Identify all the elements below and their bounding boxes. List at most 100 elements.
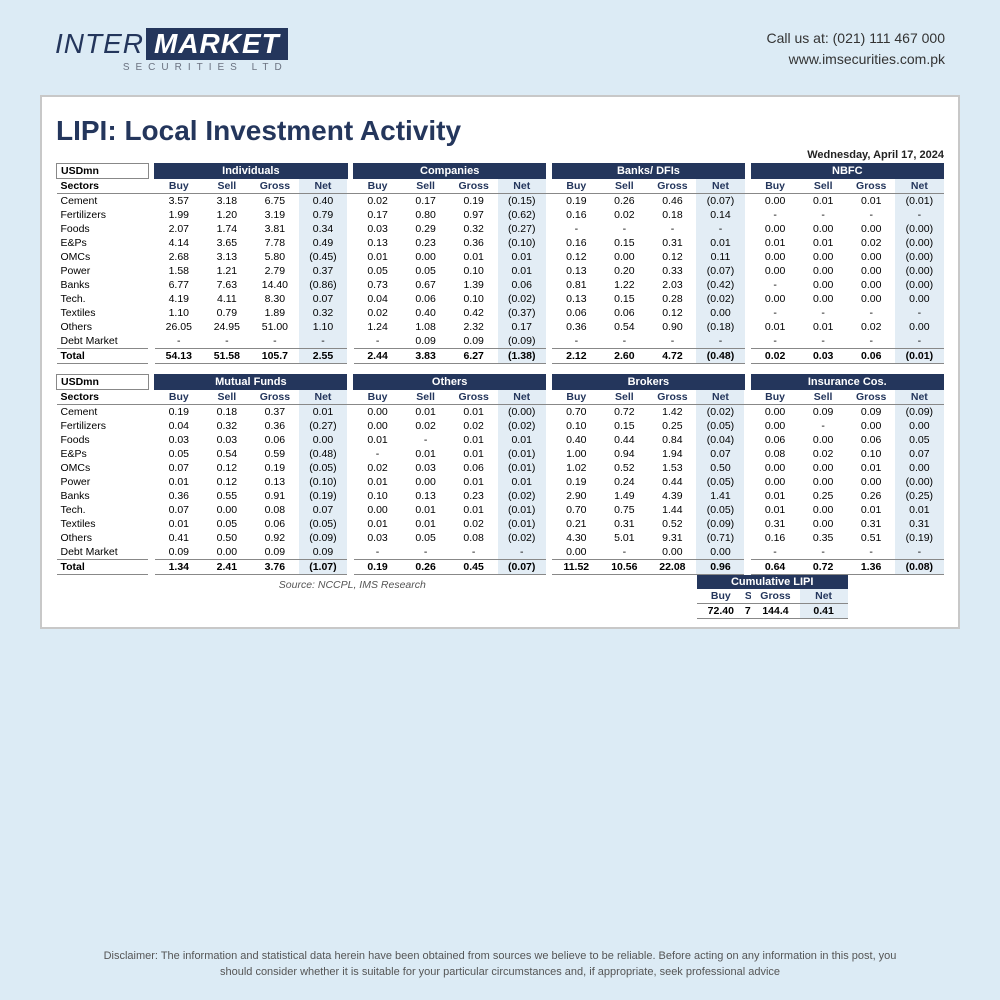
data-cell: - [354, 545, 402, 560]
data-cell: 4.19 [155, 292, 203, 306]
contact-block: Call us at: (021) 111 467 000 www.imsecu… [767, 28, 946, 70]
data-cell: 0.01 [354, 250, 402, 264]
data-cell: (0.02) [696, 405, 744, 420]
unit-label: USDmn [57, 164, 149, 179]
data-cell: 0.07 [299, 503, 347, 517]
data-cell: 0.01 [498, 433, 546, 447]
data-cell: 1.10 [299, 320, 347, 334]
data-cell: 0.00 [847, 292, 895, 306]
data-cell: 1.39 [450, 278, 498, 292]
data-cell: 0.01 [847, 194, 895, 209]
column-header: Gross [450, 179, 498, 194]
data-cell: 0.26 [600, 194, 648, 209]
data-cell: 0.01 [751, 236, 799, 250]
data-cell: 0.21 [552, 517, 600, 531]
sector-name: Cement [57, 405, 149, 420]
company-logo: INTER MARKET SECURITIES LTD [55, 28, 288, 73]
data-cell: 0.01 [354, 517, 402, 531]
data-cell: - [648, 334, 696, 349]
column-header: Sell [799, 390, 847, 405]
sector-name: Foods [57, 222, 149, 236]
cumulative-value: 72.00 [745, 604, 752, 619]
data-cell: 1.58 [155, 264, 203, 278]
cumulative-label: Cumulative LIPI [697, 575, 848, 589]
data-cell: - [751, 545, 799, 560]
data-cell: 0.36 [552, 320, 600, 334]
data-cell: 0.36 [450, 236, 498, 250]
data-cell: 0.00 [847, 278, 895, 292]
column-header: Net [498, 390, 546, 405]
column-header: Sell [402, 390, 450, 405]
data-cell: (0.02) [498, 489, 546, 503]
data-cell: 0.01 [498, 475, 546, 489]
data-cell: 0.07 [299, 292, 347, 306]
data-cell: (0.86) [299, 278, 347, 292]
logo-subtitle: SECURITIES LTD [55, 62, 288, 73]
data-cell: 0.84 [648, 433, 696, 447]
data-cell: 0.35 [799, 531, 847, 545]
sector-name: Power [57, 475, 149, 489]
data-cell: 0.00 [402, 250, 450, 264]
logo-text-inter: INTER [55, 28, 144, 60]
data-cell: - [847, 306, 895, 320]
data-cell: 0.01 [402, 517, 450, 531]
data-cell: 1.89 [251, 306, 299, 320]
data-cell: 4.14 [155, 236, 203, 250]
data-cell: 0.00 [354, 419, 402, 433]
data-cell: - [402, 545, 450, 560]
data-cell: 0.23 [450, 489, 498, 503]
data-cell: 0.79 [203, 306, 251, 320]
data-cell: - [251, 334, 299, 349]
data-cell: 4.39 [648, 489, 696, 503]
total-cell: 2.55 [299, 349, 347, 364]
data-cell: - [895, 208, 943, 222]
data-cell: 0.02 [847, 236, 895, 250]
data-cell: 0.03 [402, 461, 450, 475]
report-date: Wednesday, April 17, 2024 [56, 149, 944, 161]
data-cell: 0.13 [552, 292, 600, 306]
data-cell: - [354, 447, 402, 461]
total-cell: 54.13 [155, 349, 203, 364]
data-cell: 0.00 [799, 503, 847, 517]
column-header: Sell [600, 390, 648, 405]
data-cell: - [895, 306, 943, 320]
data-cell: (0.01) [498, 447, 546, 461]
total-cell: (1.07) [299, 560, 347, 575]
data-cell: (0.00) [895, 222, 943, 236]
data-cell: 0.19 [251, 461, 299, 475]
data-cell: 0.91 [251, 489, 299, 503]
data-cell: - [751, 208, 799, 222]
data-cell: 9.31 [648, 531, 696, 545]
column-header: Net [696, 179, 744, 194]
data-cell: 0.70 [552, 503, 600, 517]
column-header: Buy [552, 179, 600, 194]
data-cell: (0.07) [696, 194, 744, 209]
data-cell: 0.19 [450, 194, 498, 209]
data-cell: - [696, 334, 744, 349]
data-cell: 1.22 [600, 278, 648, 292]
data-cell: - [751, 306, 799, 320]
data-cell: (0.07) [696, 264, 744, 278]
data-cell: - [552, 334, 600, 349]
sector-name: Banks [57, 278, 149, 292]
total-cell: 2.12 [552, 349, 600, 364]
total-cell: 1.36 [847, 560, 895, 575]
data-cell: - [648, 222, 696, 236]
data-cell: 0.01 [155, 517, 203, 531]
total-cell: 0.03 [799, 349, 847, 364]
data-cell: 2.68 [155, 250, 203, 264]
data-cell: 0.49 [299, 236, 347, 250]
data-cell: 0.40 [552, 433, 600, 447]
column-header: Net [498, 179, 546, 194]
data-cell: 0.06 [450, 461, 498, 475]
data-cell: 0.31 [895, 517, 943, 531]
data-cell: 0.00 [354, 405, 402, 420]
data-cell: 3.18 [203, 194, 251, 209]
data-cell: (0.05) [696, 475, 744, 489]
data-cell: 0.07 [155, 503, 203, 517]
column-header: Net [895, 390, 943, 405]
data-cell: 0.37 [251, 405, 299, 420]
cumulative-header: Buy [697, 589, 745, 604]
data-cell: 0.36 [251, 419, 299, 433]
cumulative-header: Net [800, 589, 848, 604]
